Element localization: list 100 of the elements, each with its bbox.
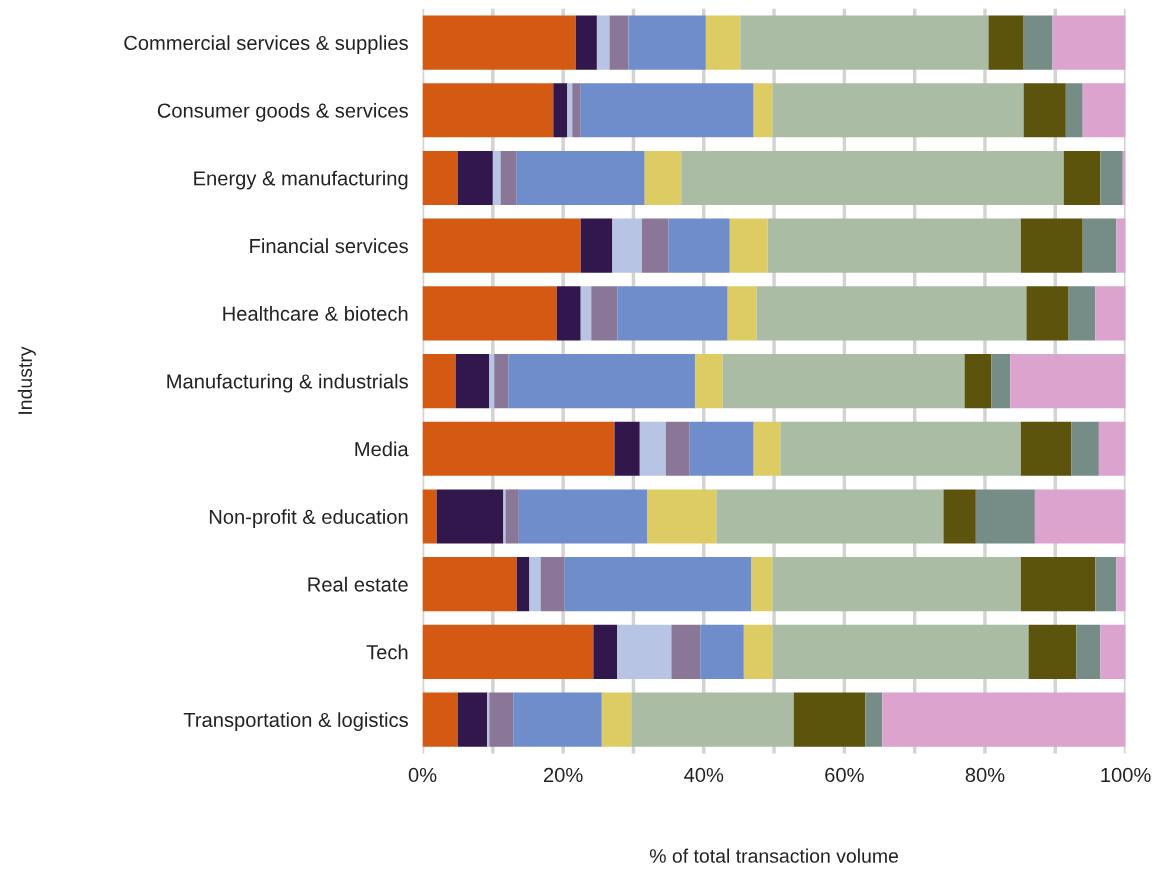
bar xyxy=(740,15,989,70)
bar xyxy=(1026,286,1069,341)
bar xyxy=(489,692,514,747)
y-tick-label: Financial services xyxy=(250,238,408,254)
bar xyxy=(596,15,610,70)
bar xyxy=(780,421,1021,476)
y-tick-label: Healthcare & biotech xyxy=(223,306,408,321)
bar xyxy=(436,489,504,544)
bar xyxy=(943,489,976,544)
bar xyxy=(751,557,773,612)
bar xyxy=(513,692,602,747)
bar xyxy=(1052,15,1126,70)
bar xyxy=(601,692,632,747)
bar xyxy=(1068,286,1096,341)
bar xyxy=(516,557,530,612)
bar xyxy=(422,421,615,476)
bar xyxy=(556,286,581,341)
bar xyxy=(457,692,488,747)
bar xyxy=(767,218,1021,273)
bar xyxy=(575,15,597,70)
bar xyxy=(1028,624,1077,679)
bar xyxy=(422,286,557,341)
y-tick-label: Non-profit & education xyxy=(209,509,408,528)
bar xyxy=(1100,624,1126,679)
bar xyxy=(614,421,640,476)
bar xyxy=(609,15,629,70)
bar xyxy=(1020,218,1083,273)
bar xyxy=(722,353,965,409)
bar xyxy=(628,15,706,70)
bar xyxy=(1065,83,1083,138)
bar xyxy=(1023,15,1053,70)
y-tick-label: Tech xyxy=(366,644,408,660)
bar xyxy=(422,83,554,138)
bar xyxy=(988,15,1024,70)
bar xyxy=(516,150,645,206)
bar xyxy=(580,83,754,138)
bar xyxy=(705,15,741,70)
bar xyxy=(518,489,648,544)
y-tick-label: Manufacturing & industrials xyxy=(167,373,408,393)
bar xyxy=(422,624,594,679)
bar xyxy=(567,83,573,138)
bar xyxy=(644,150,682,206)
bar xyxy=(1023,83,1066,138)
bar xyxy=(975,489,1035,544)
bar xyxy=(700,624,744,679)
y-axis-title: Industry xyxy=(17,346,36,414)
bar xyxy=(505,489,519,544)
bar xyxy=(772,557,1021,612)
bar xyxy=(1100,150,1123,206)
bar xyxy=(487,692,490,747)
x-tick-label: 0% xyxy=(408,767,437,783)
x-tick-label: 60% xyxy=(825,767,864,783)
bar xyxy=(793,692,866,747)
bar xyxy=(422,218,581,273)
bar xyxy=(489,353,495,409)
bar xyxy=(729,218,768,273)
bar xyxy=(1116,557,1126,612)
bar xyxy=(1082,83,1126,138)
bar xyxy=(540,557,565,612)
x-tick-label: 40% xyxy=(684,767,724,783)
bar xyxy=(617,286,728,341)
bar xyxy=(641,218,669,273)
bar xyxy=(422,489,437,544)
bar xyxy=(1020,421,1072,476)
bar xyxy=(1010,353,1126,409)
bar xyxy=(457,150,493,206)
bar xyxy=(580,286,592,341)
bar xyxy=(1063,150,1101,206)
bar xyxy=(671,624,701,679)
bar xyxy=(964,353,992,409)
x-tick-label: 80% xyxy=(965,767,1005,783)
y-tick-label: Consumer goods & services xyxy=(157,102,408,122)
bar xyxy=(865,692,883,747)
bar xyxy=(639,421,666,476)
bar xyxy=(1116,218,1126,273)
bar xyxy=(422,692,458,747)
bar xyxy=(572,83,581,138)
bar xyxy=(553,83,568,138)
x-axis-title: % of total transaction volume xyxy=(649,848,899,863)
bar xyxy=(612,218,642,273)
bar xyxy=(422,557,517,612)
bar xyxy=(753,421,781,476)
bar xyxy=(665,421,690,476)
y-tick-label: Media xyxy=(355,441,409,457)
bar xyxy=(500,150,517,206)
bar xyxy=(716,489,944,544)
bar xyxy=(882,692,1126,747)
bar xyxy=(772,83,1024,138)
bar xyxy=(695,353,723,409)
bar xyxy=(529,557,541,612)
bar xyxy=(1034,489,1126,544)
bar xyxy=(1076,624,1101,679)
bar xyxy=(492,150,501,206)
bar xyxy=(422,150,458,206)
bar xyxy=(564,557,752,612)
bar xyxy=(1071,421,1099,476)
bar xyxy=(617,624,672,679)
bar xyxy=(494,353,509,409)
y-tick-label: Transportation & logistics xyxy=(183,712,408,732)
y-tick-label: Commercial services & supplies xyxy=(124,35,408,55)
